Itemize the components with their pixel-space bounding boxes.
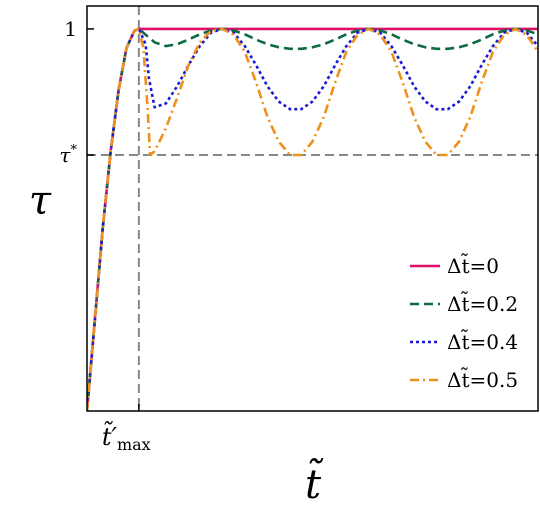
y-tick-label: τ* <box>59 143 77 167</box>
legend: Δt̃=0 Δt̃=0.2 Δt̃=0.4 Δt̃=0.5 <box>410 252 518 392</box>
series-line-2 <box>87 27 538 411</box>
reference-lines <box>87 6 538 411</box>
plot-area <box>87 6 538 411</box>
legend-label-3: Δt̃=0.5 <box>447 366 518 392</box>
legend-label-1: Δt̃=0.2 <box>447 290 518 316</box>
y-tick-label: 1 <box>64 17 77 41</box>
plot-frame <box>86 5 539 412</box>
x-axis-label: t̃ <box>305 458 323 508</box>
y-tick-label-superscript: * <box>71 143 78 158</box>
legend-label-0: Δt̃=0 <box>447 252 499 278</box>
x-tick-label: t̃′max <box>102 420 151 454</box>
series-line-3 <box>87 27 538 411</box>
y-axis-label: τ <box>29 178 52 224</box>
legend-label-2: Δt̃=0.4 <box>447 328 518 354</box>
series-layer <box>87 27 538 411</box>
x-tick-label-main: t̃′ <box>102 420 118 451</box>
x-tick-label-subscript: max <box>117 435 151 454</box>
